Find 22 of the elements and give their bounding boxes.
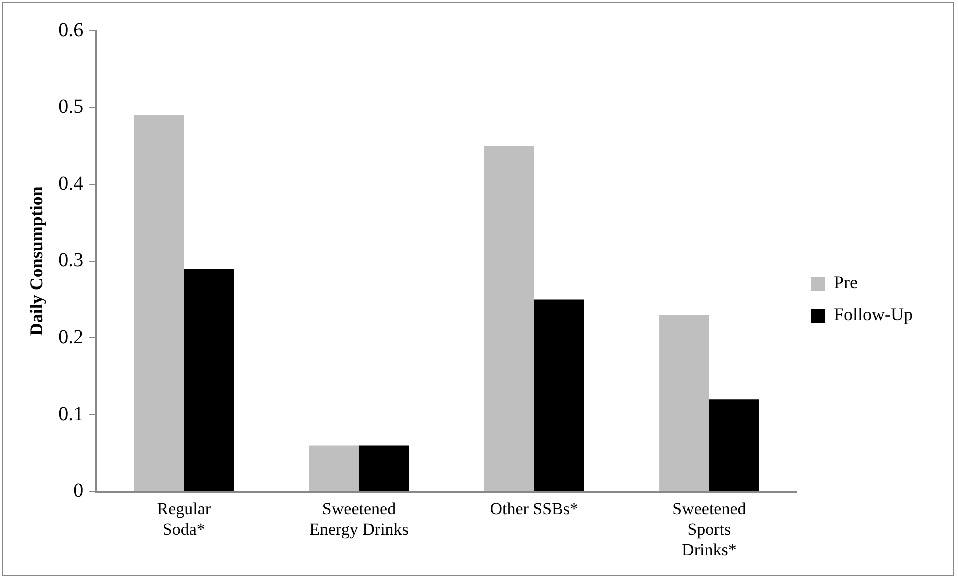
y-tick-label: 0 bbox=[74, 480, 84, 502]
y-tick-label: 0.4 bbox=[58, 172, 84, 195]
y-tick-label: 0.3 bbox=[58, 250, 84, 272]
legend-label: Follow-Up bbox=[834, 304, 914, 325]
y-tick-label: 0.6 bbox=[58, 19, 84, 42]
y-tick-label: 0.5 bbox=[58, 96, 84, 118]
x-tick-label: Sweetened Sports Drinks* bbox=[672, 499, 747, 560]
y-tick-label: 0.1 bbox=[58, 403, 84, 426]
bar bbox=[484, 146, 534, 492]
x-tick-label: Regular Soda* bbox=[157, 499, 212, 539]
bar bbox=[309, 446, 360, 492]
bar bbox=[184, 269, 234, 492]
bar bbox=[359, 446, 410, 492]
bar bbox=[709, 400, 760, 492]
legend-label: Pre bbox=[834, 272, 858, 293]
bar bbox=[660, 315, 710, 492]
bar bbox=[134, 115, 184, 492]
x-tick-label: Other SSBs* bbox=[490, 499, 579, 518]
y-tick-label: 0.2 bbox=[58, 326, 84, 348]
y-axis-title: Daily Consumption bbox=[26, 186, 46, 336]
bar bbox=[534, 300, 584, 492]
x-tick-label: Sweetened Energy Drinks bbox=[310, 499, 409, 539]
